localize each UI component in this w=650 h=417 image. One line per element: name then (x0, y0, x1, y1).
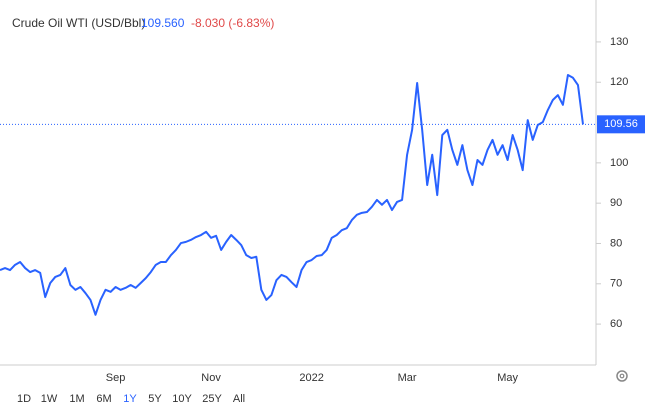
chart-title: Crude Oil WTI (USD/Bbl) (12, 16, 145, 30)
range-button[interactable]: 1D (17, 393, 31, 405)
x-tick-label: Mar (398, 372, 417, 384)
x-tick-label: May (497, 372, 518, 384)
x-tick-label: Sep (106, 372, 126, 384)
range-button[interactable]: 10Y (172, 393, 192, 405)
range-button[interactable]: All (233, 393, 245, 405)
range-button[interactable]: 6M (96, 393, 111, 405)
range-button[interactable]: 25Y (202, 393, 222, 405)
range-button[interactable]: 1M (69, 393, 84, 405)
range-button[interactable]: 1Y (123, 393, 137, 405)
range-button[interactable]: 5Y (148, 393, 162, 405)
y-tick-label: 130 (610, 36, 628, 48)
y-tick-label: 120 (610, 76, 628, 88)
y-tick-label: 80 (610, 237, 622, 249)
range-button[interactable]: 1W (41, 393, 58, 405)
price-line (0, 73, 584, 316)
y-tick-label: 100 (610, 157, 628, 169)
settings-icon[interactable] (616, 370, 628, 382)
last-price-label: 109.56 (604, 118, 638, 130)
x-tick-label: Nov (201, 372, 221, 384)
y-tick-label: 70 (610, 278, 622, 290)
y-tick-label: 60 (610, 318, 622, 330)
y-tick-label: 90 (610, 197, 622, 209)
last-price-box (597, 115, 645, 134)
price: 109.560 (141, 16, 185, 30)
x-tick-label: 2022 (299, 372, 323, 384)
change: -8.030 (-6.83%) (191, 16, 274, 30)
